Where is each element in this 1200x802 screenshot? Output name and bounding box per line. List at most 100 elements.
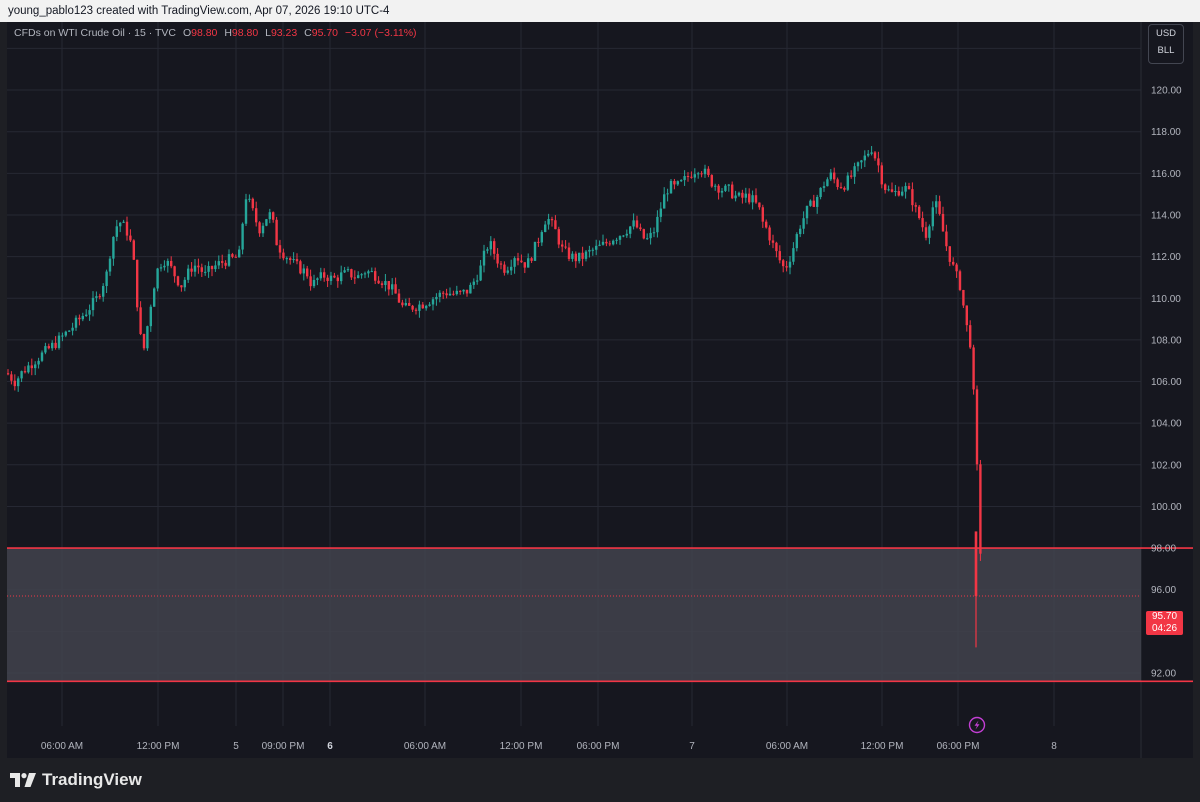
candle-body xyxy=(13,380,16,387)
candle-body xyxy=(7,373,10,375)
candle-body xyxy=(282,252,285,259)
candle-body xyxy=(149,306,152,327)
unit-label: BLL xyxy=(1157,45,1175,56)
candle-body xyxy=(595,245,598,250)
candle-body xyxy=(608,243,611,245)
candle-body xyxy=(550,218,554,221)
candle-body xyxy=(527,258,530,268)
candle-body xyxy=(503,264,506,273)
candle-body xyxy=(234,256,237,258)
candle-body xyxy=(979,464,982,554)
candle-body xyxy=(734,195,737,199)
candle-body xyxy=(737,192,741,196)
candle-body xyxy=(210,265,214,270)
price-tick-label: 116.00 xyxy=(1151,169,1181,180)
candle-body xyxy=(680,180,683,182)
candle-body xyxy=(272,212,275,220)
price-tick-label: 118.00 xyxy=(1151,127,1181,138)
time-tick-label: 12:00 PM xyxy=(861,741,904,752)
candle-body xyxy=(71,327,74,331)
candle-body xyxy=(285,258,288,260)
candle-body xyxy=(302,268,305,274)
candle-body xyxy=(374,271,377,281)
candle-body xyxy=(578,252,581,262)
time-tick-label: 06:00 AM xyxy=(766,741,808,752)
candle-body xyxy=(656,216,659,233)
chart-area[interactable]: 122.00120.00118.00116.00114.00112.00110.… xyxy=(7,22,1193,758)
candle-body xyxy=(629,226,632,234)
candle-body xyxy=(377,280,380,284)
symbol-legend[interactable]: CFDs on WTI Crude Oil · 15 · TVC O98.80 … xyxy=(14,27,417,39)
candle-body xyxy=(95,296,98,298)
candle-body xyxy=(860,160,863,163)
candle-body xyxy=(863,155,866,161)
candle-body xyxy=(34,364,37,369)
candle-body xyxy=(472,281,475,285)
time-tick-label: 06:00 PM xyxy=(937,741,980,752)
candle-body xyxy=(265,219,268,226)
tradingview-logo[interactable]: TradingView xyxy=(10,770,142,790)
candle-body xyxy=(646,238,649,240)
candle-body xyxy=(448,293,452,296)
candle-body xyxy=(421,304,424,309)
candle-body xyxy=(428,304,431,306)
candle-body xyxy=(601,241,605,245)
candle-body xyxy=(700,173,703,175)
candle-body xyxy=(931,207,934,227)
candle-body xyxy=(567,247,571,259)
candle-body xyxy=(98,296,101,298)
candle-body xyxy=(275,219,278,246)
candle-body xyxy=(363,273,367,275)
candle-body xyxy=(418,304,421,311)
lightning-icon[interactable] xyxy=(968,716,986,734)
candle-body xyxy=(367,271,370,274)
candle-body xyxy=(479,265,482,281)
currency-unit-button[interactable]: USD BLL xyxy=(1148,24,1184,64)
candle-body xyxy=(724,185,727,191)
close-key: C xyxy=(304,27,312,39)
candle-body xyxy=(829,172,832,180)
candle-body xyxy=(258,222,261,234)
candle-body xyxy=(221,261,224,263)
candle-body xyxy=(414,309,418,311)
candle-body xyxy=(496,253,499,264)
symbol-name[interactable]: CFDs on WTI Crude Oil · 15 · TVC xyxy=(14,27,177,39)
change-value: −3.07 (−3.11%) xyxy=(344,27,417,39)
zone-rectangle[interactable] xyxy=(7,548,1141,682)
currency-label: USD xyxy=(1155,28,1177,39)
candle-body xyxy=(812,200,815,207)
candle-body xyxy=(649,232,652,239)
candle-body xyxy=(935,201,938,208)
time-axis[interactable]: 06:00 AM 12:00 PM 5 09:00 PM 6 06:00 AM 12:00 … xyxy=(41,741,1057,752)
candle-body xyxy=(833,172,836,180)
candlestick-chart[interactable]: 122.00120.00118.00116.00114.00112.00110.… xyxy=(7,22,1193,758)
candle-body xyxy=(598,244,601,246)
header-text: young_pablo123 created with TradingView.… xyxy=(8,5,390,17)
candle-body xyxy=(326,277,329,282)
candle-body xyxy=(938,201,941,214)
candle-body xyxy=(853,166,856,177)
candle-body xyxy=(102,286,105,297)
candle-body xyxy=(557,229,560,245)
brand-name: TradingView xyxy=(42,770,142,789)
candle-body xyxy=(187,268,190,280)
candle-body xyxy=(615,239,618,241)
candle-body xyxy=(775,242,778,252)
candle-body xyxy=(666,193,669,195)
candle-body xyxy=(408,303,411,306)
candle-body xyxy=(707,168,710,176)
candle-body xyxy=(914,205,917,207)
price-tick-label: 110.00 xyxy=(1151,294,1181,305)
candle-body xyxy=(540,232,543,243)
candle-body xyxy=(81,315,84,320)
open-key: O xyxy=(182,27,192,39)
candle-body xyxy=(268,212,271,220)
candle-body xyxy=(401,302,404,306)
candle-body xyxy=(520,260,523,263)
high-value: 98.80 xyxy=(231,27,259,39)
candle-body xyxy=(564,246,567,248)
candle-body xyxy=(870,152,873,154)
candle-body xyxy=(61,335,64,337)
candle-body xyxy=(945,231,948,247)
candle-body xyxy=(727,184,730,186)
